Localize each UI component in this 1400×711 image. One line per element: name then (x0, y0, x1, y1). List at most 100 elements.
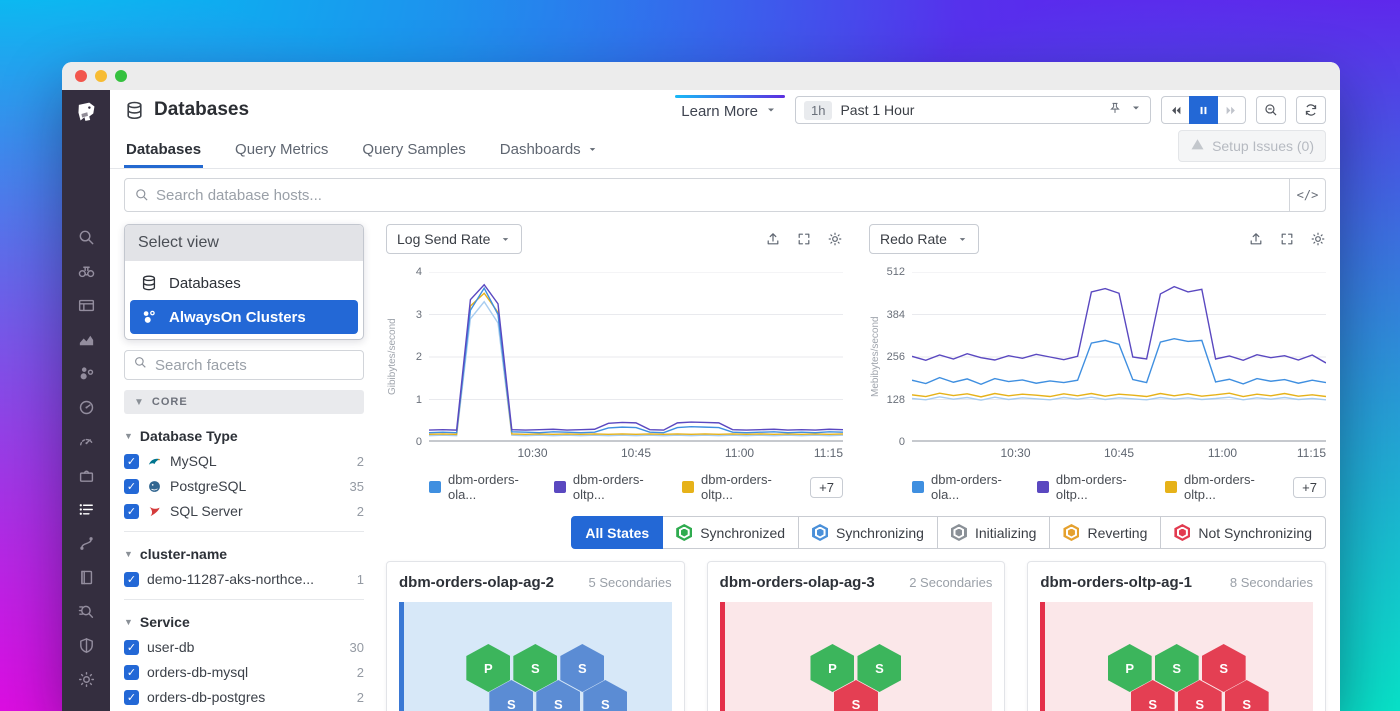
fullscreen-icon[interactable] (796, 231, 812, 247)
legend-item[interactable]: dbm-orders-oltp... (1036, 472, 1145, 502)
cluster-card-dbm-orders-olap-ag-3[interactable]: dbm-orders-olap-ag-3 2 Secondaries P S S (706, 561, 1006, 711)
replica-hexagon-secondary[interactable]: S (1154, 644, 1199, 692)
setup-issues-button[interactable]: Setup Issues (0) (1178, 130, 1326, 162)
apm-icon[interactable] (76, 432, 96, 451)
legend-more-badge[interactable]: +7 (810, 476, 843, 498)
fullscreen-icon[interactable] (1279, 231, 1295, 247)
databases-icon[interactable] (76, 500, 96, 519)
plot-area[interactable] (429, 272, 843, 442)
learn-more-button[interactable]: Learn More (675, 94, 785, 126)
replica-hexagon-primary[interactable]: P (1107, 644, 1152, 692)
export-icon[interactable] (765, 231, 781, 247)
infrastructure-icon[interactable] (76, 364, 96, 383)
replica-hexagon-secondary[interactable]: S (1224, 680, 1269, 711)
binoculars-icon[interactable] (76, 262, 96, 281)
state-filter-all-states[interactable]: All States (571, 516, 664, 549)
cluster-card-dbm-orders-oltp-ag-1[interactable]: dbm-orders-oltp-ag-1 8 Secondaries PSSSSSS… (1027, 561, 1326, 711)
state-filter-initializing[interactable]: Initializing (936, 516, 1051, 549)
facet-item-postgresql[interactable]: ✓ PostgreSQL 35 (124, 478, 364, 494)
legend-item[interactable]: dbm-orders-ola... (429, 472, 534, 502)
metric-selector-dropdown[interactable]: Log Send Rate (386, 224, 523, 254)
checkbox-checked-icon[interactable]: ✓ (124, 503, 139, 519)
pause-button[interactable] (1189, 96, 1218, 124)
log-explorer-icon[interactable] (76, 602, 96, 621)
legend-item[interactable]: dbm-orders-ola... (912, 472, 1017, 502)
legend-label: dbm-orders-oltp... (1184, 472, 1255, 502)
state-filter-reverting[interactable]: Reverting (1049, 516, 1162, 549)
legend-item[interactable]: dbm-orders-oltp... (553, 472, 662, 502)
plot-canvas[interactable] (912, 272, 1326, 442)
rewind-button[interactable] (1161, 96, 1190, 124)
zoom-out-button[interactable] (1256, 96, 1286, 124)
checkbox-checked-icon[interactable]: ✓ (124, 639, 139, 655)
notebooks-icon[interactable] (76, 568, 96, 587)
facet-group-header[interactable]: ▼ Database Type (124, 428, 364, 444)
state-filter-label: Reverting (1087, 524, 1148, 541)
legend-item[interactable]: dbm-orders-oltp... (682, 472, 790, 502)
security-icon[interactable] (76, 636, 96, 655)
search-icon[interactable] (76, 228, 96, 247)
dashboards-icon[interactable] (76, 296, 96, 315)
checkbox-checked-icon[interactable]: ✓ (124, 571, 139, 587)
replica-hexagon-secondary[interactable]: S (489, 680, 534, 711)
zoom-window-button[interactable] (115, 70, 127, 82)
settings-icon[interactable] (76, 670, 96, 689)
tab-query-samples[interactable]: Query Samples (360, 132, 467, 168)
facet-item-sql-server[interactable]: ✓ SQL Server 2 (124, 503, 364, 519)
metric-selector-dropdown[interactable]: Redo Rate (869, 224, 979, 254)
replica-hexagon-secondary[interactable]: S (1177, 680, 1222, 711)
core-section-header[interactable]: ▼ CORE (124, 390, 364, 414)
replica-hexagon-secondary[interactable]: S (1130, 680, 1175, 711)
monitors-icon[interactable] (76, 398, 96, 417)
checkbox-checked-icon[interactable]: ✓ (124, 689, 139, 705)
state-filter-synchronizing[interactable]: Synchronizing (798, 516, 938, 549)
integrations-icon[interactable] (76, 466, 96, 485)
tab-query-metrics[interactable]: Query Metrics (233, 132, 330, 168)
metrics-icon[interactable] (76, 330, 96, 349)
minimize-window-button[interactable] (95, 70, 107, 82)
facet-group-header[interactable]: ▼ Service (124, 614, 364, 630)
tab-databases[interactable]: Databases (124, 132, 203, 168)
replica-hexagon-secondary[interactable]: S (536, 680, 581, 711)
checkbox-checked-icon[interactable]: ✓ (124, 478, 139, 494)
state-filter-not-synchronizing[interactable]: Not Synchronizing (1160, 516, 1326, 549)
state-filter-synchronized[interactable]: Synchronized (662, 516, 800, 549)
facet-item-mysql[interactable]: ✓ MySQL 2 (124, 453, 364, 469)
legend-more-badge[interactable]: +7 (1293, 476, 1326, 498)
view-option-databases[interactable]: Databases (130, 266, 358, 300)
tab-dashboards[interactable]: Dashboards (498, 132, 600, 168)
facet-item-demo-11287-aks-northce-[interactable]: ✓ demo-11287-aks-northce... 1 (124, 571, 364, 587)
gear-icon[interactable] (1310, 231, 1326, 247)
service-map-icon[interactable] (76, 534, 96, 553)
facet-item-orders-db-postgres[interactable]: ✓ orders-db-postgres 2 (124, 689, 364, 705)
facet-group-header[interactable]: ▼ cluster-name (124, 546, 364, 562)
mysql-icon (147, 454, 162, 469)
replica-hexagon-secondary[interactable]: S (833, 680, 878, 711)
time-caret-icon[interactable] (1130, 101, 1142, 119)
view-option-alwayson-clusters[interactable]: AlwaysOn Clusters (130, 300, 358, 334)
replica-hexagon-secondary[interactable]: S (1201, 644, 1246, 692)
window-titlebar[interactable] (62, 62, 1340, 90)
close-window-button[interactable] (75, 70, 87, 82)
plot-canvas[interactable] (429, 272, 843, 442)
refresh-button[interactable] (1296, 96, 1326, 124)
checkbox-checked-icon[interactable]: ✓ (124, 664, 139, 680)
code-query-toggle[interactable]: </> (1289, 179, 1325, 211)
datadog-logo[interactable] (69, 94, 103, 130)
plot-area[interactable] (912, 272, 1326, 442)
export-icon[interactable] (1248, 231, 1264, 247)
forward-button[interactable] (1217, 96, 1246, 124)
checkbox-checked-icon[interactable]: ✓ (124, 453, 139, 469)
legend-item[interactable]: dbm-orders-oltp... (1165, 472, 1273, 502)
time-range-picker[interactable]: 1h Past 1 Hour (795, 96, 1151, 124)
facet-item-orders-db-mysql[interactable]: ✓ orders-db-mysql 2 (124, 664, 364, 680)
replica-hexagon-primary[interactable]: P (466, 644, 511, 692)
replica-hexagon-secondary[interactable]: S (583, 680, 628, 711)
cluster-card-dbm-orders-olap-ag-2[interactable]: dbm-orders-olap-ag-2 5 Secondaries P S S S S S (386, 561, 685, 711)
gear-icon[interactable] (827, 231, 843, 247)
pin-icon[interactable] (1108, 101, 1122, 120)
facet-item-user-db[interactable]: ✓ user-db 30 (124, 639, 364, 655)
host-search-input[interactable] (156, 186, 1289, 204)
facet-search-input[interactable] (155, 356, 355, 374)
secondaries-count: 5 Secondaries (588, 575, 672, 590)
